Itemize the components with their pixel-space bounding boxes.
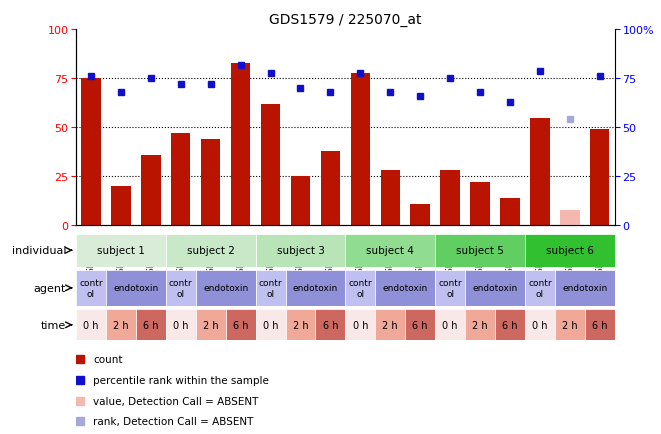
Bar (345, 234, 435, 267)
Title: GDS1579 / 225070_at: GDS1579 / 225070_at (269, 13, 422, 26)
Text: contr
ol: contr ol (258, 279, 282, 298)
Text: endotoxin: endotoxin (562, 284, 607, 293)
Text: 0 h: 0 h (173, 320, 188, 330)
Bar (345, 270, 375, 306)
Bar (410, 204, 430, 226)
Bar (405, 309, 435, 341)
Text: 6 h: 6 h (143, 320, 159, 330)
Bar (435, 309, 465, 341)
Bar (76, 270, 106, 306)
Bar (171, 134, 190, 226)
Bar (525, 234, 615, 267)
Bar (106, 270, 166, 306)
Text: endotoxin: endotoxin (293, 284, 338, 293)
Text: 0 h: 0 h (263, 320, 278, 330)
Bar (350, 73, 370, 226)
Bar (76, 234, 166, 267)
Bar (555, 270, 615, 306)
Bar (291, 177, 310, 226)
Bar (465, 309, 495, 341)
Bar (231, 64, 251, 226)
Text: endotoxin: endotoxin (473, 284, 518, 293)
Text: agent: agent (34, 283, 66, 293)
Text: contr
ol: contr ol (438, 279, 462, 298)
Text: subject 4: subject 4 (366, 246, 414, 256)
Bar (435, 270, 465, 306)
Bar (136, 309, 166, 341)
Bar (435, 234, 525, 267)
Bar (381, 171, 400, 226)
Bar (525, 270, 555, 306)
Text: 6 h: 6 h (502, 320, 518, 330)
Bar (196, 309, 225, 341)
Bar (555, 309, 585, 341)
Bar (76, 309, 106, 341)
Bar (345, 309, 375, 341)
Text: contr
ol: contr ol (79, 279, 103, 298)
Text: subject 2: subject 2 (187, 246, 235, 256)
Text: time: time (41, 320, 66, 330)
Text: endotoxin: endotoxin (383, 284, 428, 293)
Text: 0 h: 0 h (83, 320, 98, 330)
Bar (530, 118, 550, 226)
Text: contr
ol: contr ol (528, 279, 552, 298)
Text: subject 3: subject 3 (276, 246, 325, 256)
Bar (465, 270, 525, 306)
Text: 0 h: 0 h (532, 320, 548, 330)
Text: value, Detection Call = ABSENT: value, Detection Call = ABSENT (93, 396, 258, 406)
Text: 2 h: 2 h (472, 320, 488, 330)
Text: 0 h: 0 h (442, 320, 458, 330)
Bar (225, 309, 256, 341)
Text: percentile rank within the sample: percentile rank within the sample (93, 375, 269, 385)
Text: 6 h: 6 h (592, 320, 607, 330)
Text: subject 1: subject 1 (97, 246, 145, 256)
Bar (261, 105, 280, 226)
Text: count: count (93, 355, 122, 365)
Text: contr
ol: contr ol (169, 279, 192, 298)
Bar (166, 309, 196, 341)
Bar (585, 309, 615, 341)
Bar (256, 270, 286, 306)
Bar (500, 198, 520, 226)
Text: individual: individual (12, 246, 66, 256)
Bar (560, 210, 580, 226)
Bar (166, 234, 256, 267)
Text: 6 h: 6 h (412, 320, 428, 330)
Text: 6 h: 6 h (233, 320, 249, 330)
Text: 2 h: 2 h (293, 320, 308, 330)
Bar (321, 151, 340, 226)
Bar (525, 309, 555, 341)
Text: 6 h: 6 h (323, 320, 338, 330)
Bar (375, 309, 405, 341)
Bar (315, 309, 345, 341)
Text: 0 h: 0 h (352, 320, 368, 330)
Text: endotoxin: endotoxin (203, 284, 249, 293)
Bar (201, 140, 220, 226)
Bar (286, 309, 315, 341)
Bar (256, 234, 345, 267)
Bar (440, 171, 460, 226)
Text: 2 h: 2 h (113, 320, 129, 330)
Bar (256, 309, 286, 341)
Text: 2 h: 2 h (203, 320, 219, 330)
Bar (590, 130, 609, 226)
Bar (81, 79, 100, 226)
Bar (106, 309, 136, 341)
Text: contr
ol: contr ol (348, 279, 372, 298)
Bar (495, 309, 525, 341)
Text: 2 h: 2 h (383, 320, 398, 330)
Text: subject 5: subject 5 (456, 246, 504, 256)
Text: endotoxin: endotoxin (113, 284, 159, 293)
Bar (166, 270, 196, 306)
Text: 2 h: 2 h (562, 320, 578, 330)
Bar (196, 270, 256, 306)
Text: rank, Detection Call = ABSENT: rank, Detection Call = ABSENT (93, 417, 253, 426)
Bar (111, 187, 131, 226)
Bar (286, 270, 345, 306)
Text: subject 6: subject 6 (546, 246, 594, 256)
Bar (471, 183, 490, 226)
Bar (375, 270, 435, 306)
Bar (141, 155, 161, 226)
